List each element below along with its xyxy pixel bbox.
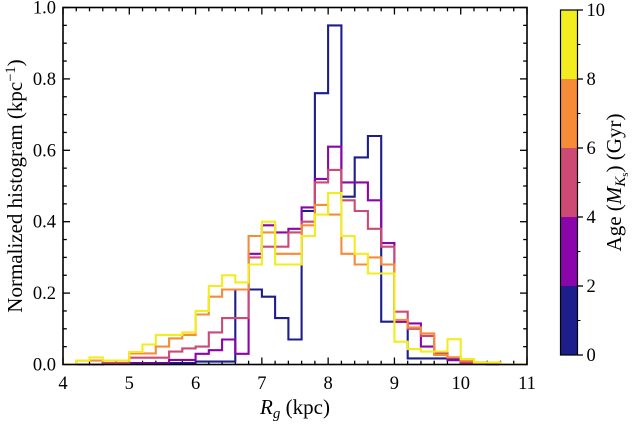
x-tick-label: 11: [518, 374, 536, 394]
colorbar-tick-label: 2: [587, 277, 596, 297]
plot-spines: [62, 6, 528, 366]
x-tick-label: 9: [390, 374, 399, 394]
x-tick-label: 7: [257, 374, 266, 394]
colorbar-tick-label: 10: [587, 1, 606, 21]
y-tick-label: 0.0: [33, 356, 56, 376]
colorbar-tick-label: 4: [587, 208, 596, 228]
series-step-age-8-10: [63, 192, 527, 366]
colorbar-tick-label: 8: [587, 70, 596, 90]
colorbar-segment-0-2: [560, 286, 578, 355]
colorbar-axis-label: Age (MKs) (Gyr): [602, 114, 631, 252]
colorbar-tick-label: 0: [587, 346, 596, 366]
y-axis-label: Normalized histogram (kpc−1): [3, 59, 27, 312]
y-tick-label: 0.4: [33, 213, 56, 233]
y-tick-label: 1.0: [33, 0, 56, 19]
colorbar-segment-6-8: [560, 79, 578, 148]
y-tick-label: 0.2: [33, 284, 56, 304]
colorbar-segment-2-4: [560, 217, 578, 286]
series-step-age-6-8: [63, 203, 527, 366]
y-tick-label: 0.6: [33, 141, 56, 161]
colorbar-segment-4-6: [560, 148, 578, 217]
x-tick-label: 5: [125, 374, 134, 394]
y-tick-label: 0.8: [33, 70, 56, 90]
colorbar-segment-8-10: [560, 10, 578, 79]
series-step-age-4-6: [63, 168, 527, 366]
x-tick-label: 6: [191, 374, 200, 394]
x-axis-label: Rg (kpc): [259, 395, 330, 422]
colorbar: 0 2 4 6 8 10 Age (MKs) (Gyr): [559, 1, 631, 366]
plot-area: [63, 7, 527, 365]
x-tick-label: 8: [324, 374, 333, 394]
series-step-age-2-4: [63, 145, 527, 366]
x-tick-label: 4: [58, 374, 67, 394]
x-tick-label: 10: [451, 374, 470, 394]
colorbar-tick-label: 6: [587, 139, 596, 159]
